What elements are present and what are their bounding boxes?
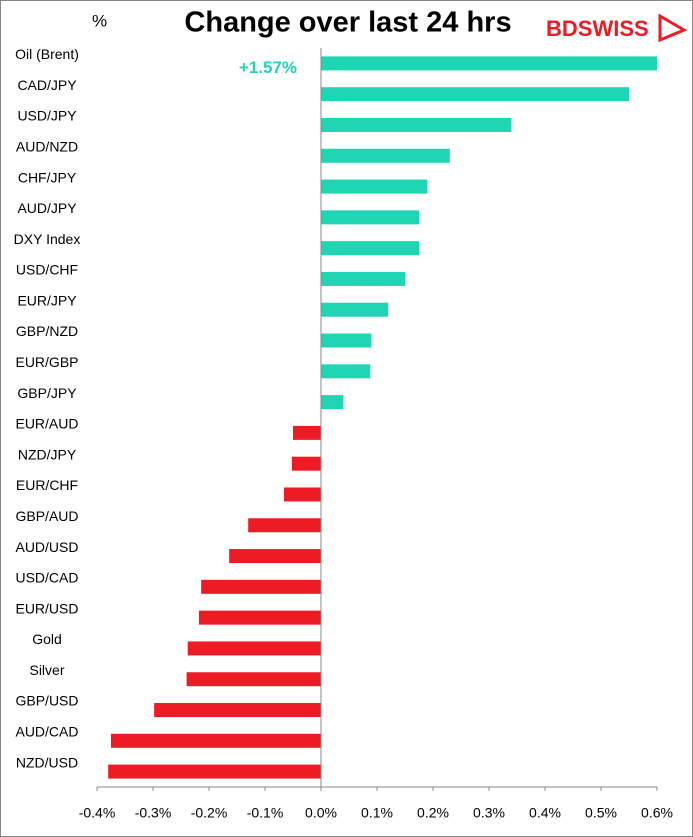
y-tick-label: AUD/JPY [17,200,77,216]
bar [321,333,372,348]
y-tick-label: USD/CHF [16,262,78,278]
y-tick-label: EUR/GBP [15,354,78,370]
bar [321,179,428,194]
bar [321,210,419,225]
x-tick-label: 0.1% [361,805,393,821]
value-label: +1.57% [239,58,297,77]
y-tick-label: Oil (Brent) [15,46,79,62]
y-tick-label: GBP/NZD [16,323,78,339]
brand-logo: BDSWISS [546,16,649,41]
bar [154,703,321,718]
y-tick-label: EUR/USD [15,600,78,616]
y-tick-label: EUR/CHF [16,477,78,493]
bar [108,764,321,779]
y-tick-label: EUR/AUD [15,416,78,432]
bar [198,610,321,625]
bar [186,672,321,687]
bar [229,549,321,564]
y-tick-label: CAD/JPY [17,77,77,93]
y-tick-label: Gold [32,631,62,647]
bar [284,487,321,502]
bar [293,425,321,440]
bar [187,641,321,656]
y-tick-label: NZD/USD [16,754,78,770]
x-tick-label: 0.5% [585,805,617,821]
x-tick-label: 0.3% [473,805,505,821]
y-tick-label: Silver [29,662,64,678]
bar [321,302,389,317]
x-tick-label: 0.0% [305,805,337,821]
y-tick-label: AUD/NZD [16,138,78,154]
x-tick-label: 0.6% [641,805,673,821]
bar [321,364,371,379]
y-axis-label: % [92,11,107,30]
logo-icon [658,13,688,43]
y-tick-label: AUD/USD [15,539,78,555]
x-tick-label: -0.1% [247,805,284,821]
bar [321,117,512,132]
x-tick-label: -0.4% [79,805,116,821]
bar [321,395,344,410]
y-tick-label: GBP/AUD [15,508,78,524]
y-tick-label: CHF/JPY [18,169,77,185]
y-tick-label: GBP/JPY [17,385,77,401]
bar [201,579,321,594]
bar [321,87,629,102]
y-tick-label: DXY Index [14,231,81,247]
y-tick-label: AUD/CAD [15,724,78,740]
bar [291,456,321,471]
y-tick-label: GBP/USD [15,693,78,709]
y-tick-label: USD/CAD [15,570,78,586]
bar [321,241,419,256]
y-tick-label: NZD/JPY [18,446,77,462]
x-tick-label: -0.3% [135,805,172,821]
bar [321,148,450,163]
x-tick-label: -0.2% [191,805,228,821]
bar [321,271,405,286]
x-tick-label: 0.4% [529,805,561,821]
chart-title: Change over last 24 hrs [184,7,511,39]
y-tick-label: USD/JPY [17,108,77,124]
y-tick-label: EUR/JPY [17,292,77,308]
bar [321,56,657,71]
x-tick-label: 0.2% [417,805,449,821]
bar [111,733,321,748]
bar [248,518,321,533]
